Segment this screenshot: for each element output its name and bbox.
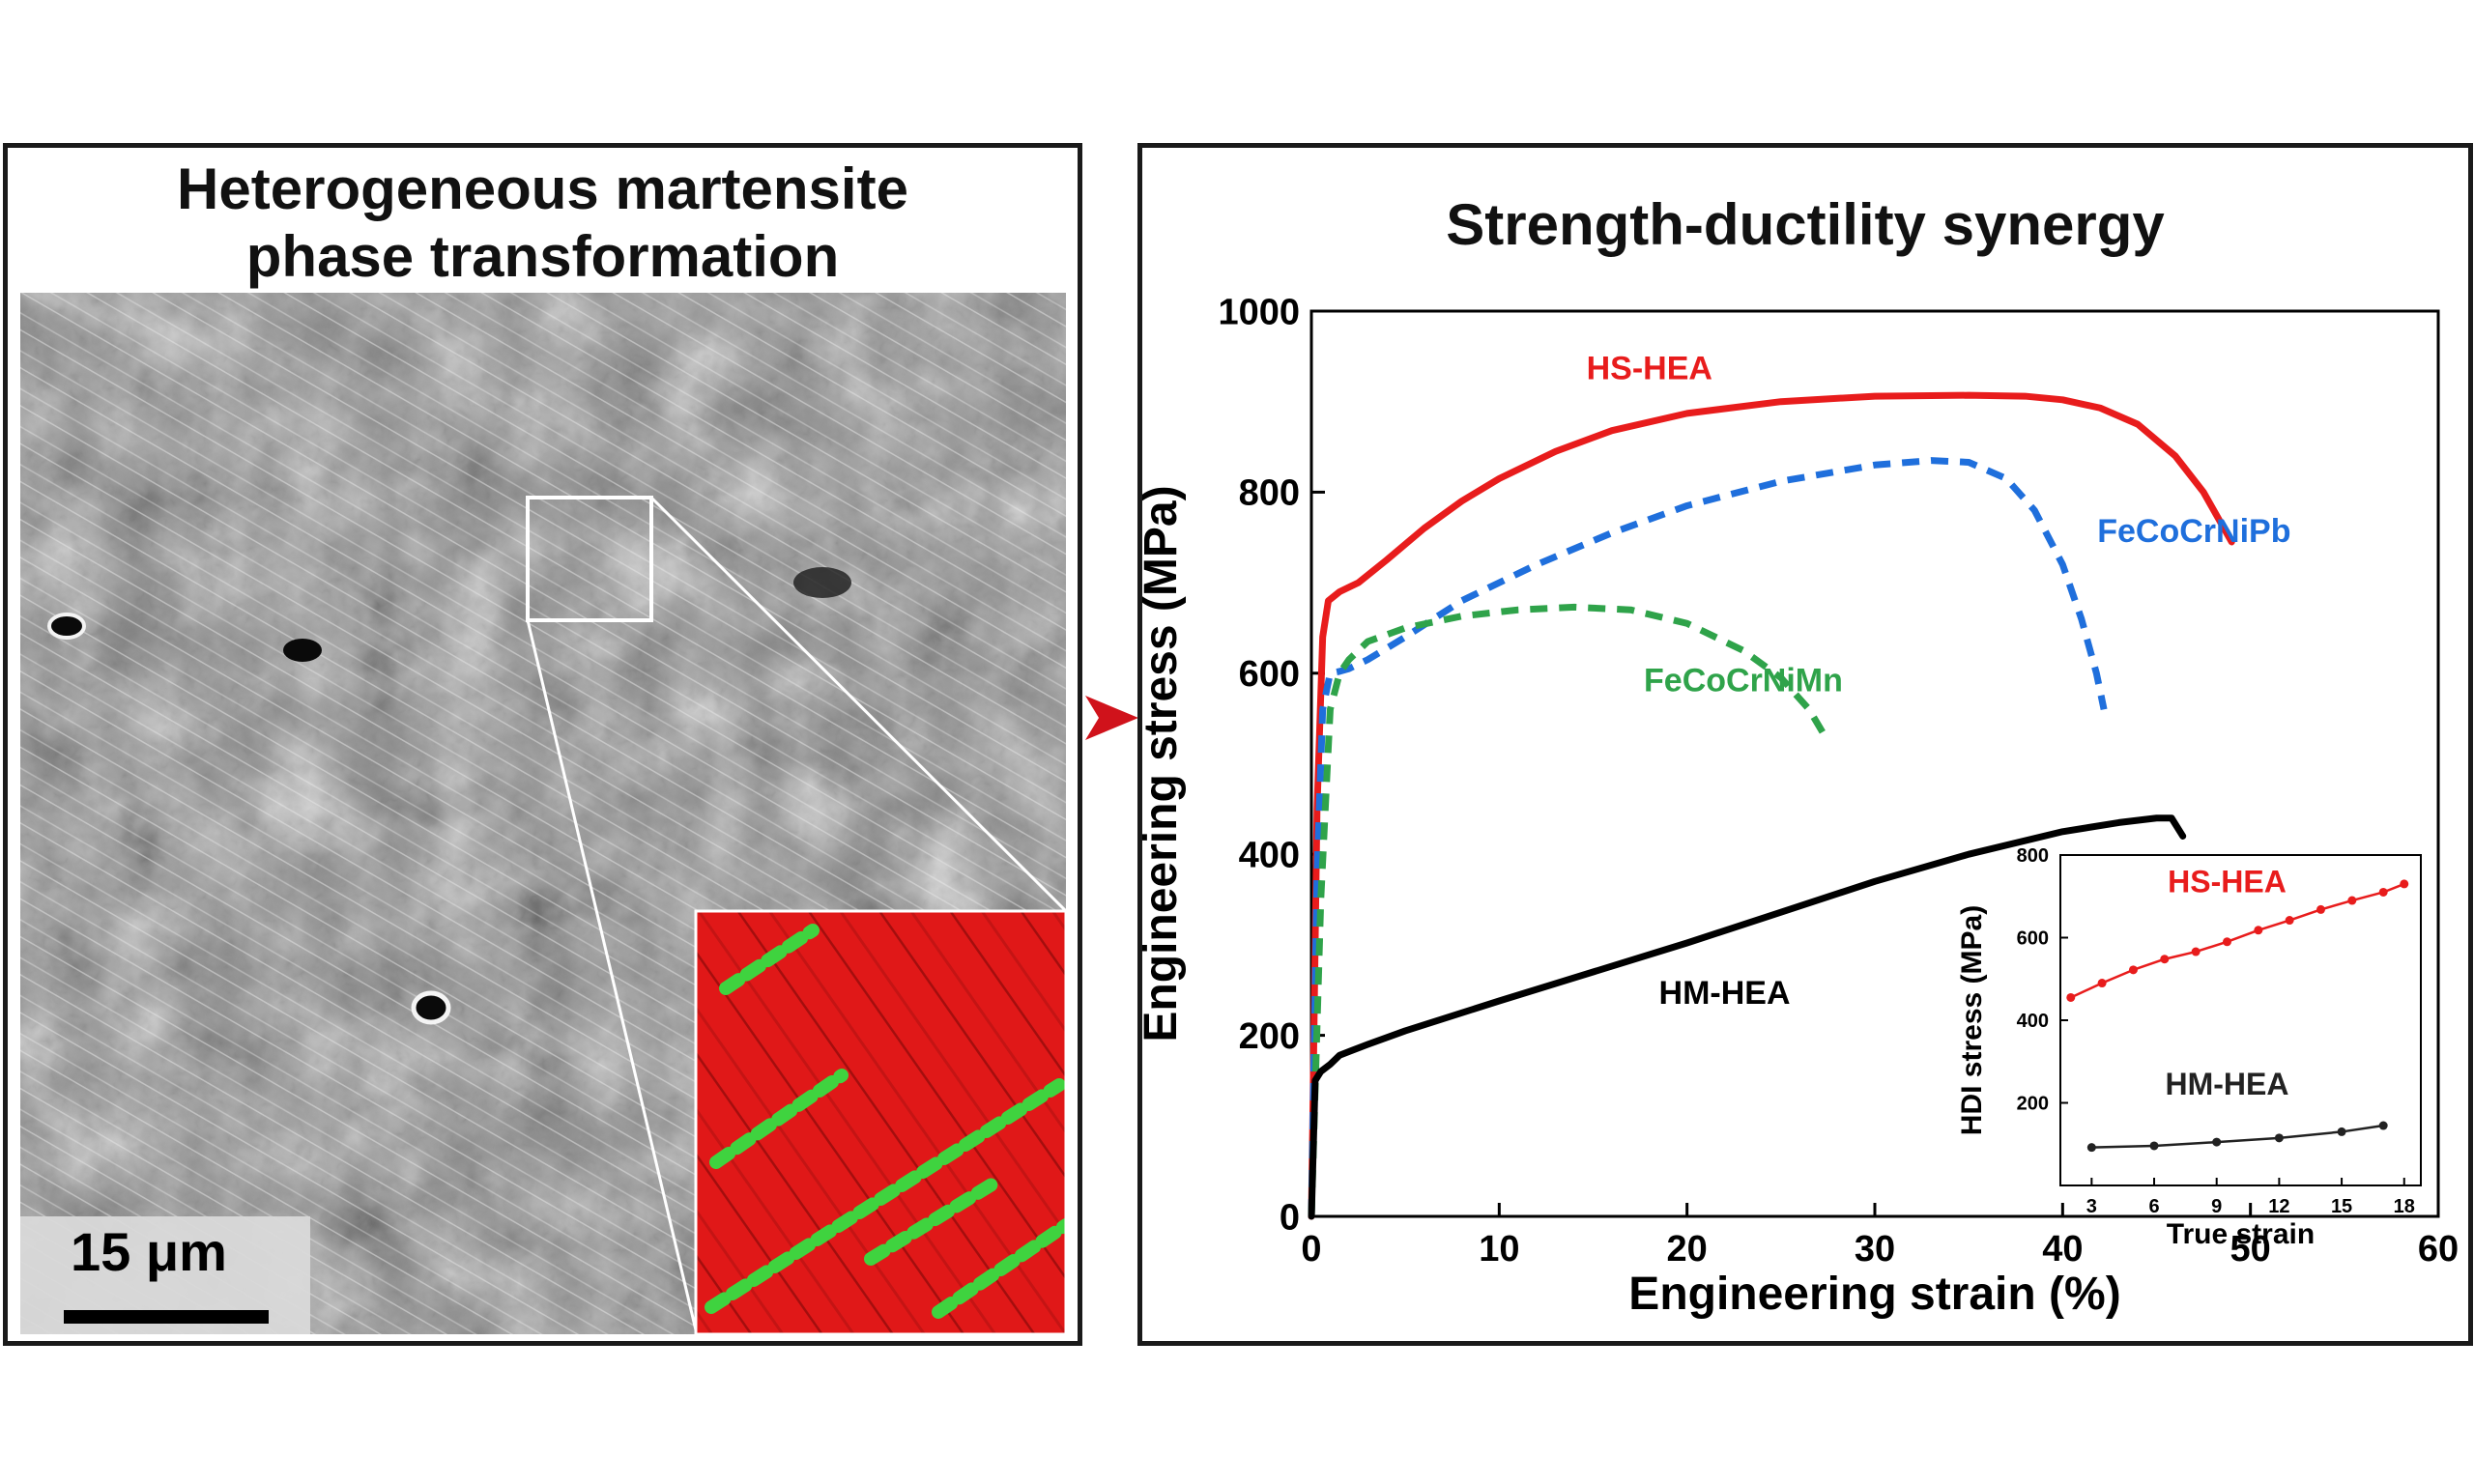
x-tick-label: 50 xyxy=(2230,1229,2271,1270)
micrograph-panel: Heterogeneous martensite phase transform… xyxy=(3,143,1082,1346)
x-tick-label: 20 xyxy=(1667,1229,1708,1270)
inset-plot-frame xyxy=(2059,854,2422,1186)
arrow-icon xyxy=(1085,696,1138,740)
inset-x-tick-label: 15 xyxy=(2331,1196,2352,1217)
inset-data-point-hs-hea xyxy=(2191,947,2201,956)
chart-panel-title: Strength-ductility synergy xyxy=(1446,192,2165,257)
y-tick-label: 600 xyxy=(1239,654,1300,695)
inset-y-axis-label: HDI stress (MPa) xyxy=(1956,905,1988,1135)
inset-series-line-hs-hea xyxy=(2069,882,2406,999)
inset-data-point-hm-hea xyxy=(2337,1127,2346,1136)
inset-data-point-hs-hea xyxy=(2254,926,2263,935)
inset-data-point-hs-hea xyxy=(2400,879,2409,889)
inset-data-point-hs-hea xyxy=(2128,965,2138,975)
x-tick-label: 60 xyxy=(2418,1229,2459,1270)
series-label-hm-hea: HM-HEA xyxy=(1659,975,1791,1012)
inset-data-point-hm-hea xyxy=(2378,1121,2388,1130)
inset-data-point-hs-hea xyxy=(2097,979,2107,988)
micrograph-title-line2: phase transformation xyxy=(245,224,840,289)
inset-series-label-hm-hea: HM-HEA xyxy=(2165,1067,2288,1101)
inset-data-point-hs-hea xyxy=(2347,896,2357,905)
inset-x-tick-label: 12 xyxy=(2268,1196,2289,1217)
series-label-fecocrnipb: FeCoCrNiPb xyxy=(2097,513,2290,550)
inset-data-point-hs-hea xyxy=(2285,916,2294,926)
inset-data-point-hs-hea xyxy=(2160,955,2170,964)
x-tick-label: 0 xyxy=(1301,1229,1321,1270)
inset-x-axis-label: True strain xyxy=(2167,1218,2315,1250)
y-tick-label: 400 xyxy=(1239,836,1300,876)
series-line-hs-hea xyxy=(1308,391,2235,1220)
series-line-hm-hea xyxy=(1308,814,2187,1220)
series-label-fecocrnimn: FeCoCrNiMn xyxy=(1644,663,1843,699)
inset-y-tick-label: 200 xyxy=(2017,1094,2049,1115)
inset-series-label-hs-hea: HS-HEA xyxy=(2168,864,2287,899)
y-tick-label: 1000 xyxy=(1218,292,1300,332)
scale-bar-label: 15 μm xyxy=(71,1221,227,1282)
x-tick-label: 30 xyxy=(1855,1229,1895,1270)
inset-x-tick-label: 6 xyxy=(2148,1196,2159,1217)
x-tick-label: 40 xyxy=(2042,1229,2083,1270)
series-label-hs-hea: HS-HEA xyxy=(1587,350,1712,386)
inset-y-tick-label: 800 xyxy=(2017,845,2049,867)
inset-data-point-hs-hea xyxy=(2222,937,2231,947)
series-line-fecocrnipb xyxy=(1308,457,2108,1217)
inset-data-point-hm-hea xyxy=(2212,1137,2222,1147)
y-tick-label: 800 xyxy=(1239,473,1300,514)
inset-y-tick-label: 400 xyxy=(2017,1011,2049,1032)
inset-x-tick-label: 18 xyxy=(2394,1196,2415,1217)
inset-series-line-hm-hea xyxy=(2090,1124,2385,1149)
inset-x-tick-label: 9 xyxy=(2211,1196,2222,1217)
micrograph-title-line1: Heterogeneous martensite xyxy=(177,157,908,221)
sem-micrograph xyxy=(20,293,1066,1334)
y-tick-label: 0 xyxy=(1280,1197,1300,1238)
ebsd-phase-map-inset xyxy=(694,909,1066,1334)
inset-data-point-hm-hea xyxy=(2086,1143,2096,1153)
x-tick-label: 10 xyxy=(1479,1229,1519,1270)
x-axis-label: Engineering strain (%) xyxy=(1628,1269,2120,1320)
inset-y-tick-label: 600 xyxy=(2017,928,2049,950)
y-axis-label: Engineering stress (MPa) xyxy=(1136,485,1187,1042)
series-line-fecocrnimn xyxy=(1308,603,1831,1217)
inset-data-point-hs-hea xyxy=(2066,992,2076,1002)
inset-x-tick-label: 3 xyxy=(2086,1196,2097,1217)
inset-data-point-hs-hea xyxy=(2378,887,2388,897)
y-tick-label: 200 xyxy=(1239,1016,1300,1057)
inset-data-point-hm-hea xyxy=(2274,1133,2284,1143)
inset-data-point-hm-hea xyxy=(2149,1141,2159,1151)
inset-data-point-hs-hea xyxy=(2316,904,2326,914)
